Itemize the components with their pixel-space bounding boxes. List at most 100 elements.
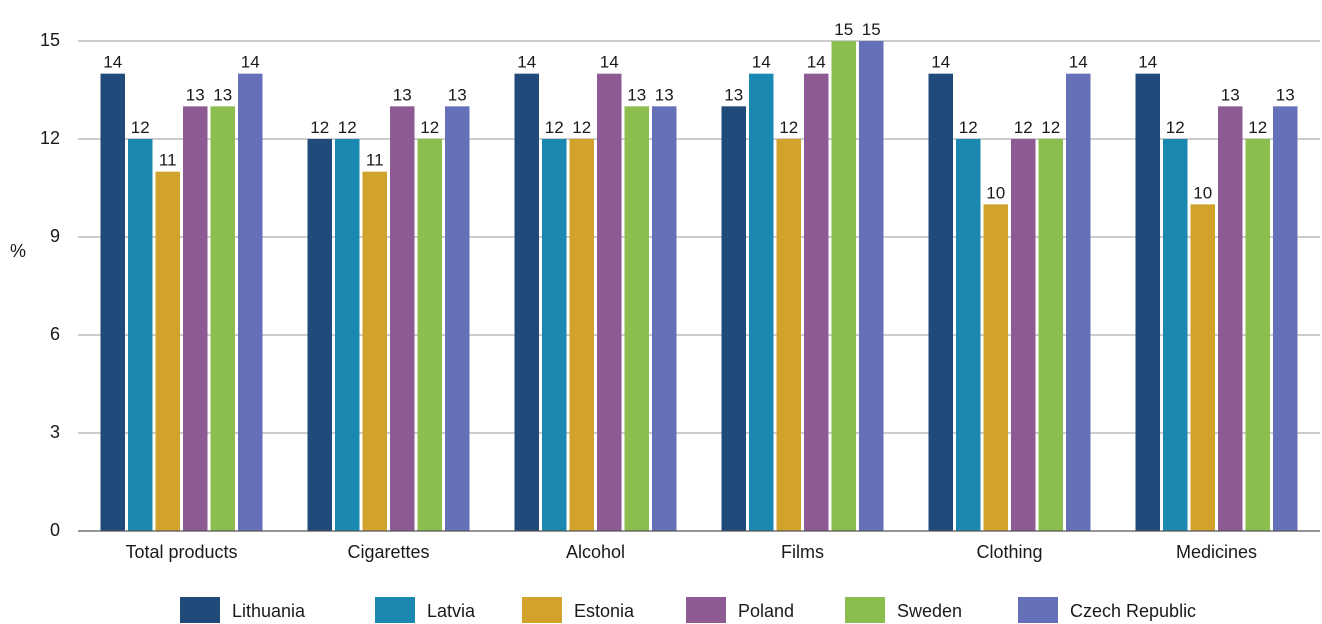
bar-latvia	[749, 73, 774, 532]
legend: Lithuania Latvia Estonia Poland Sweden Czech …	[180, 597, 1196, 623]
legend-label: Lithuania	[232, 601, 306, 621]
data-label: 12	[1166, 118, 1185, 137]
legend-swatch	[375, 597, 415, 623]
y-axis-ticks: 0 3 6 9 12 15	[40, 30, 60, 540]
bar-latvia	[335, 139, 360, 531]
data-label: 13	[448, 85, 467, 104]
bar-czech-republic	[1066, 73, 1091, 532]
data-label: 12	[131, 118, 150, 137]
y-tick-label: 9	[50, 226, 60, 246]
bar-poland	[390, 106, 415, 531]
data-label: 14	[752, 53, 771, 72]
y-tick-label: 3	[50, 422, 60, 442]
legend-swatch	[686, 597, 726, 623]
legend-swatch	[845, 597, 885, 623]
bar-latvia	[542, 139, 567, 531]
legend-swatch	[522, 597, 562, 623]
data-label: 13	[1276, 85, 1295, 104]
bar-lithuania	[307, 139, 332, 531]
data-label: 15	[862, 20, 881, 39]
bar-lithuania	[928, 73, 953, 532]
data-label: 14	[600, 53, 619, 72]
data-label: 14	[807, 53, 826, 72]
data-label: 14	[103, 53, 122, 72]
bar-sweden	[1245, 139, 1270, 531]
data-label: 14	[517, 53, 536, 72]
bar-estonia	[1190, 204, 1215, 532]
bar-czech-republic	[859, 41, 884, 531]
category-label: Alcohol	[566, 542, 625, 562]
y-tick-label: 6	[50, 324, 60, 344]
bar-lithuania	[1135, 73, 1160, 532]
bar-lithuania	[100, 73, 125, 532]
data-label: 11	[366, 151, 384, 170]
bar-poland	[1011, 139, 1036, 531]
bar-estonia	[983, 204, 1008, 532]
bar-latvia	[1163, 139, 1188, 531]
bar-sweden	[624, 106, 649, 531]
legend-label: Czech Republic	[1070, 601, 1196, 621]
data-label: 12	[310, 118, 329, 137]
legend-label: Latvia	[427, 601, 476, 621]
data-label: 12	[1014, 118, 1033, 137]
data-label: 12	[545, 118, 564, 137]
bar-poland	[183, 106, 208, 531]
y-tick-label: 12	[40, 128, 60, 148]
data-label: 14	[931, 53, 950, 72]
bar-latvia	[956, 139, 981, 531]
bar-sweden	[417, 139, 442, 531]
data-label: 12	[338, 118, 357, 137]
data-label: 10	[1193, 183, 1212, 202]
category-labels: Total products Cigarettes Alcohol Films Clot…	[125, 542, 1257, 562]
category-label: Cigarettes	[347, 542, 429, 562]
data-label: 12	[779, 118, 798, 137]
data-label: 13	[186, 85, 205, 104]
bar-estonia	[569, 139, 594, 531]
legend-swatch	[180, 597, 220, 623]
bar-czech-republic	[1273, 106, 1298, 531]
bar-latvia	[128, 139, 153, 531]
data-label: 13	[393, 85, 412, 104]
bar-sweden	[210, 106, 235, 531]
legend-label: Poland	[738, 601, 794, 621]
data-label: 14	[241, 53, 260, 72]
bar-sweden	[831, 41, 856, 531]
data-label: 13	[213, 85, 232, 104]
bar-estonia	[362, 171, 387, 531]
bars	[100, 41, 1298, 532]
data-label: 14	[1138, 53, 1157, 72]
data-label: 15	[834, 20, 853, 39]
data-label: 12	[420, 118, 439, 137]
data-label: 13	[627, 85, 646, 104]
bar-lithuania	[721, 106, 746, 531]
data-label: 14	[1069, 53, 1088, 72]
data-label: 13	[655, 85, 674, 104]
bar-czech-republic	[652, 106, 677, 531]
data-labels: 14 12 11 13 13 14 12 12 11 13 12 13 14 12 12 14 13 13 13 14…	[103, 20, 1294, 202]
bar-sweden	[1038, 139, 1063, 531]
category-label: Medicines	[1176, 542, 1257, 562]
gridlines	[78, 40, 1320, 434]
bar-poland	[1218, 106, 1243, 531]
legend-label: Sweden	[897, 601, 962, 621]
bar-poland	[804, 73, 829, 532]
y-tick-label: 15	[40, 30, 60, 50]
y-tick-label: 0	[50, 520, 60, 540]
bar-czech-republic	[445, 106, 470, 531]
data-label: 12	[959, 118, 978, 137]
data-label: 10	[986, 183, 1005, 202]
data-label: 11	[159, 151, 177, 170]
data-label: 12	[1041, 118, 1060, 137]
data-label: 12	[572, 118, 591, 137]
bar-estonia	[776, 139, 801, 531]
bar-estonia	[155, 171, 180, 531]
bar-czech-republic	[238, 73, 263, 532]
y-axis-title: %	[10, 241, 26, 261]
bar-lithuania	[514, 73, 539, 532]
bar-poland	[597, 73, 622, 532]
category-label: Clothing	[976, 542, 1042, 562]
legend-label: Estonia	[574, 601, 635, 621]
data-label: 12	[1248, 118, 1267, 137]
data-label: 13	[724, 85, 743, 104]
